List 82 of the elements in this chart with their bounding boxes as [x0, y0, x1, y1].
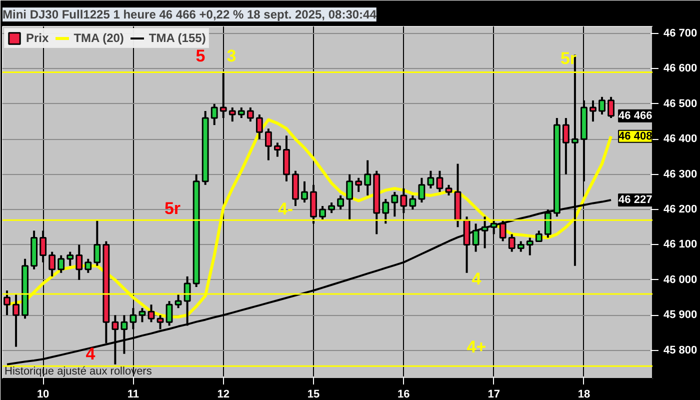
candlestick	[264, 128, 272, 162]
candlestick	[210, 102, 218, 126]
candlestick	[364, 159, 372, 196]
candlestick	[472, 222, 480, 253]
candlestick	[400, 187, 408, 214]
legend-label: TMA (155)	[148, 31, 206, 45]
candlestick	[256, 114, 263, 140]
data-label: 46 227	[618, 194, 652, 206]
candlestick	[138, 307, 146, 324]
candlestick	[228, 106, 236, 123]
annotation: 4+	[466, 338, 486, 356]
y-tick-label: 46 600	[664, 62, 698, 75]
candlestick	[120, 314, 128, 355]
candlestick	[346, 173, 354, 222]
candlestick	[319, 205, 326, 222]
x-tick-label: 10	[36, 388, 50, 400]
annotation: 4	[472, 270, 482, 288]
y-tick-label: 46 100	[664, 238, 698, 251]
candlestick	[130, 307, 137, 330]
candlestick	[490, 219, 498, 236]
candlestick	[220, 71, 227, 120]
candlestick	[148, 304, 155, 324]
y-tick-label: 46 300	[664, 168, 698, 180]
candlestick	[481, 216, 488, 250]
candlestick	[535, 230, 542, 242]
y-tick-label: 46 400	[664, 133, 698, 146]
candlestick	[337, 194, 344, 211]
x-tick-label: 17	[488, 388, 500, 400]
x-tick-label: 15	[307, 388, 320, 400]
y-tick-label: 45 900	[664, 309, 698, 322]
text: 46 466	[618, 110, 652, 122]
annotation: 3	[226, 46, 236, 66]
y-tick-label: 46 500	[664, 98, 698, 110]
candlestick	[246, 106, 254, 123]
candlestick	[499, 219, 506, 242]
candlestick	[608, 96, 614, 120]
candlestick	[418, 176, 426, 204]
candlestick	[66, 250, 74, 267]
candlestick	[526, 236, 534, 256]
annotation: 5r	[164, 199, 181, 218]
candlestick	[508, 233, 516, 253]
candlestick	[590, 99, 596, 123]
y-tick-label: 46 700	[664, 28, 698, 40]
candlestick	[84, 258, 92, 274]
candlestick	[544, 208, 552, 239]
candlestick	[58, 254, 65, 274]
candlestick	[94, 219, 101, 267]
y-tick-label: 46 200	[664, 204, 698, 216]
candlestick	[166, 300, 173, 327]
candlestick	[391, 190, 398, 218]
candlestick	[184, 275, 191, 327]
candlestick	[76, 244, 83, 281]
candlestick	[517, 240, 524, 253]
x-tick-label: 18	[578, 388, 590, 400]
candlestick	[409, 194, 416, 211]
candlestick	[436, 170, 444, 193]
x-tick-label: 11	[127, 388, 140, 400]
legend-label: Prix	[26, 31, 49, 45]
candlestick	[355, 176, 362, 193]
candlestick	[48, 250, 56, 278]
candlestick	[238, 106, 245, 120]
chart-title: Mini DJ30 Full1225 1 heure 46 466 +0,22 % 18 sept. 2025, 08:30:44	[2, 8, 377, 22]
annotation: 4-	[278, 200, 294, 218]
candlestick	[174, 293, 182, 310]
annotation: 4	[86, 344, 96, 364]
candlestick	[301, 180, 308, 204]
y-tick-label: 46 000	[664, 274, 698, 286]
candlestick	[427, 170, 434, 190]
candlestick	[274, 142, 281, 158]
x-tick-label: 12	[217, 388, 230, 400]
candlestick	[12, 293, 20, 348]
candlestick	[445, 184, 452, 196]
candlestick	[598, 96, 606, 116]
legend-label: TMA (20)	[74, 31, 124, 45]
candlestick	[156, 314, 164, 330]
candlestick	[328, 202, 336, 214]
candlestick	[4, 290, 10, 316]
x-tick-label: 16	[398, 388, 410, 400]
candlestick	[562, 117, 570, 176]
annotation: 5	[196, 46, 206, 66]
y-tick-label: 45 800	[664, 344, 698, 356]
candlestick	[382, 198, 390, 225]
